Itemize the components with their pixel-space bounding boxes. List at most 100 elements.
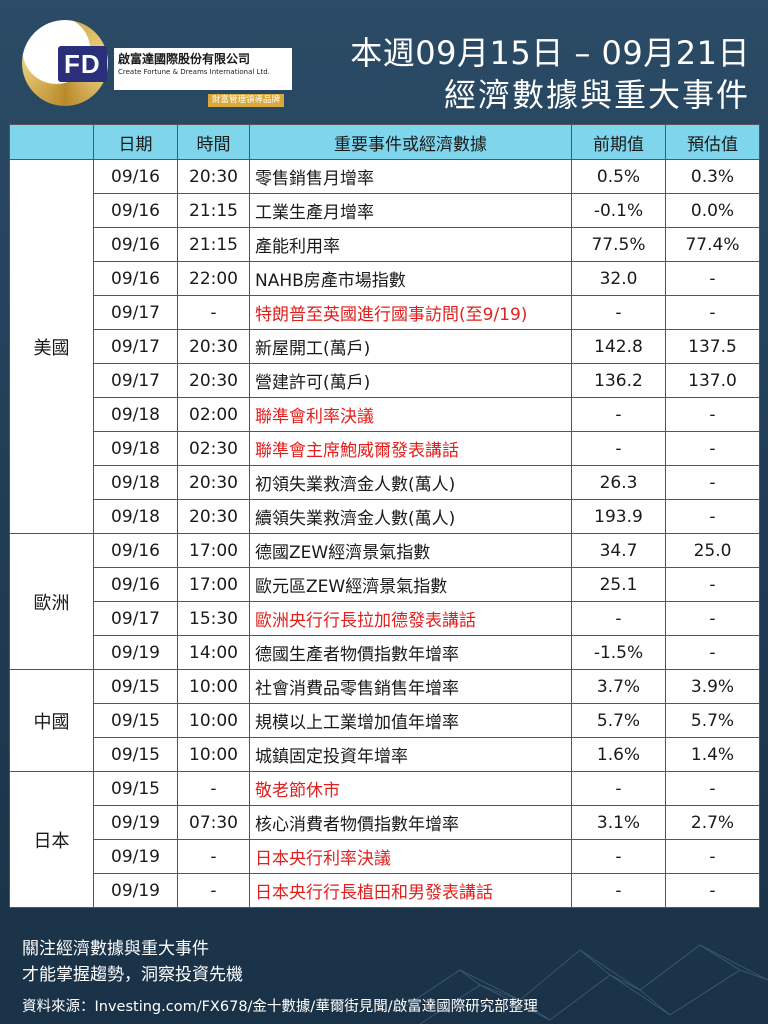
table-row: 09/18 20:30 初領失業救濟金人數(萬人) 26.3-: [10, 465, 760, 500]
table-row: 09/17- 特朗普至英國進行國事訪問(至9/19) - -: [10, 295, 760, 330]
cell-time: 10:00: [177, 703, 250, 738]
region-label: 日本: [9, 771, 94, 908]
cell-time: 17:00: [177, 567, 250, 602]
table-row: 09/17 20:30 新屋開工(萬戶) 142.8 137.5: [10, 329, 760, 364]
network-decoration: [400, 944, 768, 1024]
table-row: 09/17 15:30 歐洲央行行長拉加德發表講話 - -: [10, 601, 760, 636]
cell-date: 09/15: [93, 703, 178, 738]
cell-previous: 32.0: [571, 261, 666, 296]
column-header-time: 時間: [177, 124, 250, 160]
cell-previous: -: [571, 873, 666, 908]
brand-logo: FD 啟富達國際股份有限公司 Create Fortune & Dreams I…: [22, 20, 292, 108]
cell-previous: -: [571, 431, 666, 466]
cell-previous: 25.1: [571, 567, 666, 602]
cell-event: 零售銷售月增率: [249, 159, 572, 194]
column-header-region: [9, 124, 94, 160]
cell-time: 20:30: [177, 159, 250, 194]
cell-date: 09/17: [93, 329, 178, 364]
cell-previous: 34.7: [571, 533, 666, 568]
page-title-dates: 本週09月15日 – 09月21日: [350, 34, 750, 72]
logo-letters: FD: [58, 46, 107, 82]
table-row: 中國 09/15 10:00 社會消費品零售銷售年增率 3.7% 3.9%: [9, 669, 760, 772]
table-row: 09/18 02:00 聯準會利率決議 - -: [10, 397, 760, 432]
table-row: 09/16 22:00 NAHB房產市場指數 32.0-: [10, 261, 760, 296]
table-row: 09/19 14:00 德國生產者物價指數年增率 -1.5% -: [10, 635, 760, 670]
cell-estimate: 137.5: [665, 329, 760, 364]
cell-previous: 0.5%: [571, 159, 666, 194]
cell-estimate: -: [665, 261, 760, 296]
region-label: 美國: [9, 159, 94, 534]
cell-event: 工業生產月增率: [249, 193, 572, 228]
cell-time: 14:00: [177, 635, 250, 670]
cell-date: 09/18: [93, 431, 178, 466]
cell-event: 續領失業救濟金人數(萬人): [249, 499, 572, 534]
region-label: 中國: [9, 669, 94, 772]
cell-estimate: 0.0%: [665, 193, 760, 228]
cell-date: 09/19: [93, 635, 178, 670]
cell-estimate: 25.0: [665, 533, 760, 568]
cell-event: 敬老節休市: [249, 771, 572, 806]
cell-date: 09/16: [93, 159, 178, 194]
cell-event: 社會消費品零售銷售年增率: [249, 669, 572, 704]
brand-slogan: 財富管理領導品牌: [208, 94, 285, 107]
cell-previous: 3.1%: [571, 805, 666, 840]
cell-event: 聯準會主席鮑威爾發表講話: [249, 431, 572, 466]
cell-date: 09/15: [93, 669, 178, 704]
cell-previous: -1.5%: [571, 635, 666, 670]
cell-estimate: 2.7%: [665, 805, 760, 840]
cell-time: 22:00: [177, 261, 250, 296]
cell-date: 09/19: [93, 805, 178, 840]
table-row: 美國 09/16 20:30 零售銷售月增率 0.5% 0.3%: [9, 159, 760, 534]
cell-date: 09/15: [93, 771, 178, 806]
cell-date: 09/17: [93, 601, 178, 636]
cell-date: 09/18: [93, 397, 178, 432]
column-header-date: 日期: [93, 124, 178, 160]
cell-estimate: 3.9%: [665, 669, 760, 704]
company-name-en: Create Fortune & Dreams International Lt…: [118, 68, 270, 76]
footer-tagline-2: 才能掌握趨勢，洞察投資先機: [22, 965, 243, 985]
cell-event: 歐元區ZEW經濟景氣指數: [249, 567, 572, 602]
region-label: 歐洲: [9, 533, 94, 670]
cell-estimate: -: [665, 465, 760, 500]
cell-event: 營建許可(萬戶): [249, 363, 572, 398]
table-row: 09/15 10:00 規模以上工業增加值年增率 5.7% 5.7%: [10, 703, 760, 738]
cell-event: 聯準會利率決議: [249, 397, 572, 432]
cell-time: 21:15: [177, 193, 250, 228]
cell-date: 09/17: [93, 295, 178, 330]
table-row: 09/19- 日本央行利率決議 - -: [10, 839, 760, 874]
cell-estimate: 1.4%: [665, 737, 760, 772]
events-table-wrap: 日期 時間 重要事件或經濟數據 前期值 預估值 美國 09/16 20:30 零售銷售…: [9, 124, 760, 908]
cell-estimate: 5.7%: [665, 703, 760, 738]
cell-time: 07:30: [177, 805, 250, 840]
cell-date: 09/16: [93, 567, 178, 602]
cell-event: 日本央行利率決議: [249, 839, 572, 874]
cell-time: -: [177, 771, 250, 806]
table-row: 09/15 10:00 城鎮固定投資年增率 1.6% 1.4%: [10, 737, 760, 772]
table-row: 09/19- 日本央行行長植田和男發表講話 - -: [10, 873, 760, 908]
column-header-estimate: 預估值: [665, 124, 760, 160]
cell-estimate: -: [665, 499, 760, 534]
cell-time: 20:30: [177, 363, 250, 398]
cell-estimate: -: [665, 397, 760, 432]
cell-date: 09/16: [93, 533, 178, 568]
cell-date: 09/16: [93, 227, 178, 262]
table-row: 09/16 17:00 歐元區ZEW經濟景氣指數 25.1-: [10, 567, 760, 602]
table-header-row: 日期 時間 重要事件或經濟數據 前期值 預估值: [9, 124, 760, 160]
cell-previous: -: [571, 839, 666, 874]
cell-event: 德國ZEW經濟景氣指數: [249, 533, 572, 568]
table-row: 09/18 02:30 聯準會主席鮑威爾發表講話 - -: [10, 431, 760, 466]
table-row: 09/17 20:30 營建許可(萬戶) 136.2 137.0: [10, 363, 760, 398]
table-row: 09/16 21:15 產能利用率 77.5% 77.4%: [10, 227, 760, 262]
cell-time: 20:30: [177, 465, 250, 500]
cell-previous: 1.6%: [571, 737, 666, 772]
table-body: 美國 09/16 20:30 零售銷售月增率 0.5% 0.3% 09/16 21:15 工業生…: [9, 159, 760, 908]
cell-previous: 193.9: [571, 499, 666, 534]
cell-previous: 77.5%: [571, 227, 666, 262]
cell-estimate: -: [665, 567, 760, 602]
cell-estimate: -: [665, 771, 760, 806]
cell-time: 02:30: [177, 431, 250, 466]
page-title: 經濟數據與重大事件: [443, 76, 750, 114]
logo-text-box: 啟富達國際股份有限公司 Create Fortune & Dreams Inte…: [114, 48, 292, 90]
cell-time: -: [177, 295, 250, 330]
cell-date: 09/16: [93, 261, 178, 296]
